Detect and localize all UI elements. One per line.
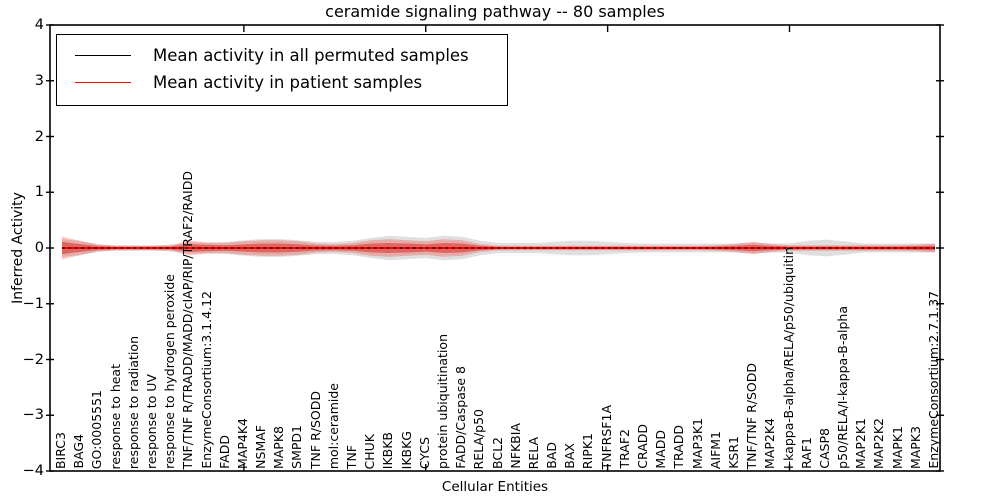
x-tick-label: response to heat <box>107 363 123 469</box>
x-tick-label: EnzymeConsortium:3.1.4.12 <box>198 291 214 469</box>
x-tick-label: protein ubiquitination <box>434 334 450 469</box>
permuted-line-swatch <box>75 55 131 56</box>
x-tick-label: BAX <box>562 443 578 469</box>
x-tick-label: IKBKB <box>380 431 396 469</box>
y-tick-label: 1 <box>34 184 44 201</box>
x-tick-label: BAD <box>544 442 560 469</box>
legend-label-permuted: Mean activity in all permuted samples <box>153 46 469 65</box>
x-tick-label: BIRC3 <box>53 431 68 469</box>
y-tick-label: −2 <box>22 351 44 368</box>
x-tick-label: NFKBIA <box>507 423 523 469</box>
x-tick-label: IKBKG <box>398 430 414 469</box>
patient-line-swatch <box>75 82 131 83</box>
x-tick-label: p50/RELA/I-kappa-B-alpha <box>835 306 851 469</box>
y-tick-label: −4 <box>22 463 44 479</box>
legend-label-patient: Mean activity in patient samples <box>153 73 423 92</box>
x-tick-label: CYCS <box>416 436 432 469</box>
x-tick-label: MAPK3 <box>907 425 923 469</box>
y-tick-label: −1 <box>22 295 44 312</box>
x-tick-label: BAG4 <box>71 434 87 469</box>
x-tick-label: response to hydrogen peroxide <box>162 274 178 469</box>
x-tick-label: KSR1 <box>725 436 741 469</box>
x-tick-label: response to radiation <box>125 335 141 469</box>
x-tick-label: CRADD <box>635 424 650 469</box>
x-tick-label: MAPK1 <box>889 425 905 469</box>
chart-title: ceramide signaling pathway -- 80 samples <box>325 2 665 21</box>
x-tick-label: RELA/p50 <box>471 408 487 469</box>
x-tick-label: MAP2K2 <box>871 418 887 469</box>
y-tick-label: 0 <box>34 240 44 256</box>
x-tick-label: MADD <box>653 430 669 469</box>
x-tick-label: TNF R/SODD <box>307 390 323 469</box>
x-tick-label: EnzymeConsortium:2.7.1.37 <box>926 291 941 469</box>
x-tick-label: CHUK <box>362 433 378 469</box>
x-tick-label: BCL2 <box>489 436 505 469</box>
y-tick-label: 4 <box>34 17 44 33</box>
x-tick-label: AIFM1 <box>707 430 723 469</box>
y-tick-label: 3 <box>34 72 44 89</box>
x-tick-label: MAP2K1 <box>853 418 869 469</box>
x-tick-label: I-kappa-B-alpha/RELA/p50/ubiquitin <box>780 246 796 469</box>
legend-entry-permuted: Mean activity in all permuted samples <box>67 42 497 69</box>
x-tick-label: TNF <box>344 444 359 469</box>
x-tick-label: RAF1 <box>798 437 814 469</box>
x-tick-label: response to UV <box>143 374 159 469</box>
legend-entry-patient: Mean activity in patient samples <box>67 69 497 96</box>
x-tick-label: TRADD <box>671 425 687 469</box>
x-tick-label: FADD/Caspase 8 <box>453 366 469 469</box>
x-tick-label: TNF/TNF R/SODD <box>744 362 760 469</box>
x-tick-label: MAP4K4 <box>234 418 250 469</box>
x-tick-label: MAP2K4 <box>762 418 778 469</box>
y-tick-label: 2 <box>34 128 44 145</box>
x-tick-label: mol:ceramide <box>325 382 341 469</box>
x-tick-label: MAPK8 <box>271 425 287 469</box>
x-tick-label: RIPK1 <box>580 432 596 469</box>
y-tick-label: −3 <box>22 407 44 424</box>
x-tick-label: FADD <box>216 435 232 469</box>
x-tick-label: MAP3K1 <box>689 418 705 469</box>
x-axis-label: Cellular Entities <box>441 479 549 495</box>
x-tick-label: TNFRSF1A <box>598 404 614 470</box>
x-tick-label: NSMAF <box>253 425 269 469</box>
legend: Mean activity in all permuted samples Me… <box>56 34 508 106</box>
x-tick-label: TNF/TNF R/TRADD/MADD/cIAP/RIP/TRAF2/RAID… <box>180 170 196 469</box>
x-tick-label: GO:0005551 <box>89 389 105 469</box>
x-tick-label: SMPD1 <box>289 425 305 469</box>
x-tick-label: TRAF2 <box>616 429 632 469</box>
x-tick-label: CASP8 <box>816 428 832 469</box>
x-tick-label: RELA <box>525 436 541 469</box>
